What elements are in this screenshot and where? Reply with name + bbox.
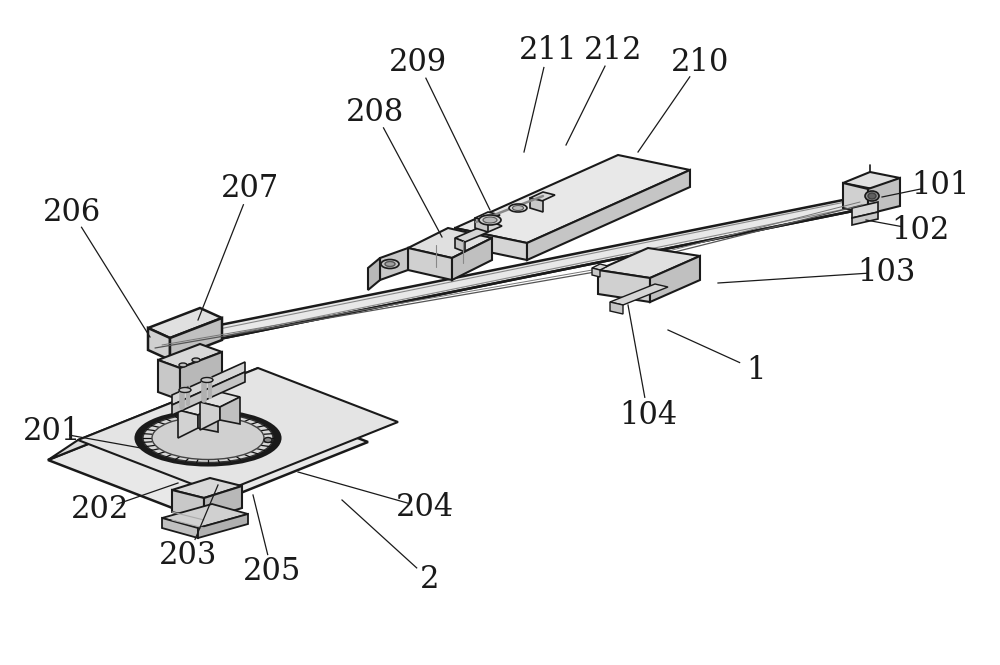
- Polygon shape: [220, 397, 240, 424]
- Polygon shape: [527, 170, 690, 260]
- Polygon shape: [178, 400, 218, 415]
- Polygon shape: [78, 368, 398, 494]
- Polygon shape: [48, 388, 368, 514]
- Polygon shape: [380, 248, 408, 280]
- Polygon shape: [530, 192, 555, 201]
- Polygon shape: [162, 504, 248, 528]
- Polygon shape: [162, 518, 198, 538]
- Text: 204: 204: [396, 493, 454, 523]
- Text: 205: 205: [243, 557, 301, 587]
- Text: 104: 104: [619, 400, 677, 430]
- Polygon shape: [180, 352, 222, 400]
- Text: 209: 209: [389, 47, 447, 78]
- Polygon shape: [198, 405, 218, 432]
- Text: 2: 2: [420, 565, 440, 595]
- Polygon shape: [610, 284, 668, 305]
- Ellipse shape: [381, 259, 399, 269]
- Ellipse shape: [152, 416, 264, 460]
- Polygon shape: [452, 238, 492, 280]
- Text: 210: 210: [671, 47, 729, 78]
- Ellipse shape: [201, 378, 213, 382]
- Text: 211: 211: [519, 35, 577, 65]
- Polygon shape: [592, 268, 600, 277]
- Polygon shape: [408, 248, 452, 280]
- Polygon shape: [408, 228, 492, 258]
- Ellipse shape: [479, 215, 501, 225]
- Text: 212: 212: [584, 35, 642, 65]
- Ellipse shape: [483, 217, 497, 223]
- Polygon shape: [170, 318, 222, 360]
- Polygon shape: [530, 198, 543, 212]
- Ellipse shape: [264, 438, 272, 442]
- Polygon shape: [48, 368, 258, 460]
- Polygon shape: [843, 183, 868, 214]
- Polygon shape: [843, 172, 900, 189]
- Polygon shape: [868, 178, 900, 214]
- Ellipse shape: [385, 261, 395, 267]
- Text: 101: 101: [911, 170, 969, 201]
- Polygon shape: [204, 486, 242, 520]
- Polygon shape: [158, 360, 180, 400]
- Polygon shape: [598, 270, 650, 302]
- Polygon shape: [455, 228, 527, 260]
- Polygon shape: [198, 514, 248, 538]
- Polygon shape: [200, 402, 220, 430]
- Polygon shape: [368, 258, 380, 290]
- Polygon shape: [172, 490, 204, 520]
- Text: 201: 201: [23, 416, 81, 448]
- Polygon shape: [598, 248, 700, 278]
- Polygon shape: [455, 155, 690, 243]
- Text: 208: 208: [346, 96, 404, 128]
- Ellipse shape: [179, 388, 191, 392]
- Polygon shape: [172, 362, 245, 405]
- Text: 103: 103: [857, 257, 915, 287]
- Polygon shape: [148, 328, 170, 360]
- Ellipse shape: [179, 363, 187, 367]
- Polygon shape: [455, 222, 502, 242]
- Polygon shape: [200, 392, 240, 407]
- Polygon shape: [178, 410, 198, 438]
- Text: 203: 203: [159, 541, 217, 571]
- Polygon shape: [172, 478, 242, 498]
- Ellipse shape: [192, 358, 200, 362]
- Polygon shape: [455, 238, 465, 252]
- Polygon shape: [852, 212, 878, 225]
- Polygon shape: [475, 218, 488, 232]
- Text: 1: 1: [746, 354, 766, 386]
- Polygon shape: [852, 202, 878, 218]
- Polygon shape: [158, 344, 222, 368]
- Text: 102: 102: [891, 215, 949, 245]
- Text: 207: 207: [221, 172, 279, 203]
- Ellipse shape: [143, 414, 273, 462]
- Polygon shape: [475, 212, 500, 221]
- Text: 202: 202: [71, 495, 129, 525]
- Ellipse shape: [865, 191, 879, 201]
- Ellipse shape: [509, 204, 527, 212]
- Ellipse shape: [868, 193, 876, 199]
- Ellipse shape: [136, 410, 281, 466]
- Polygon shape: [148, 308, 222, 338]
- Text: 206: 206: [43, 196, 101, 227]
- Polygon shape: [172, 372, 245, 415]
- Polygon shape: [592, 264, 608, 270]
- Ellipse shape: [512, 205, 524, 211]
- Polygon shape: [155, 195, 868, 352]
- Polygon shape: [610, 302, 623, 314]
- Polygon shape: [650, 256, 700, 302]
